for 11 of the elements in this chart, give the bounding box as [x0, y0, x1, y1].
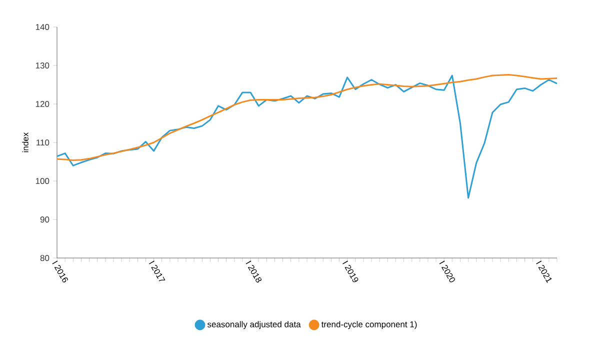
y-tick-label: 140: [36, 24, 50, 30]
y-tick-label: 100: [36, 178, 50, 184]
y-tick-label: 110: [36, 140, 50, 146]
y-tick-label: 80: [40, 255, 50, 262]
legend-label: seasonally adjusted data: [208, 321, 301, 330]
y-axis-title: index: [22, 132, 28, 152]
y-tick-label: 130: [36, 62, 50, 69]
y-tick-label: 120: [36, 101, 50, 108]
legend-label: trend-cycle component 1): [321, 321, 417, 330]
line-series: [56, 74, 558, 199]
y-tick-label: 90: [40, 216, 50, 223]
